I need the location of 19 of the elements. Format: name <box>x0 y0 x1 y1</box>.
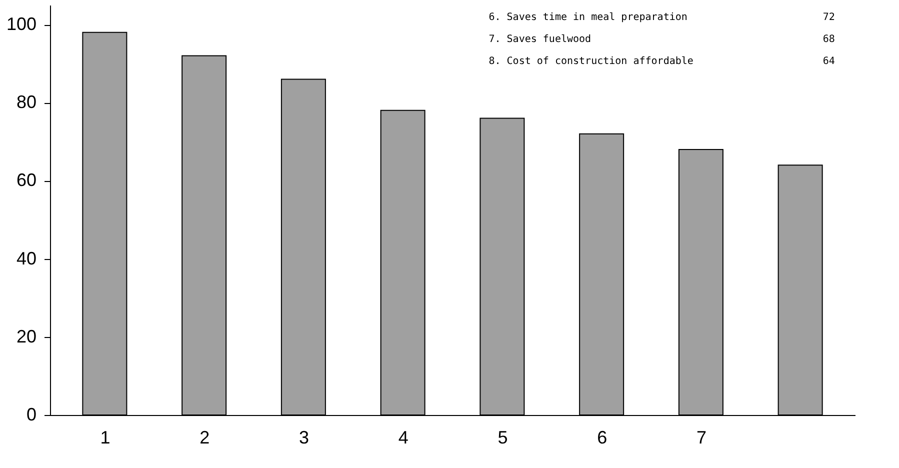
y-tick-label: 80 <box>16 92 36 112</box>
x-tick-label: 4 <box>398 428 408 448</box>
y-tick-label: 100 <box>6 14 36 34</box>
annotation: 7. Saves fuelwood <box>488 34 592 45</box>
x-tick-label: 1 <box>100 428 110 448</box>
annotation: 8. Cost of construction affordable <box>488 56 694 67</box>
x-tick-label: 6 <box>597 428 608 448</box>
annotation: 64 <box>822 56 835 67</box>
x-tick-label: 2 <box>200 428 210 448</box>
annotation: 6. Saves time in meal preparation <box>488 12 688 23</box>
y-tick-label: 20 <box>16 326 36 346</box>
x-tick-label: 3 <box>298 428 309 448</box>
x-tick-label: 5 <box>498 428 508 448</box>
annotation: 72 <box>822 12 835 23</box>
y-tick-label: 0 <box>26 404 36 424</box>
y-tick-label: 60 <box>16 170 36 190</box>
x-tick-label: 7 <box>696 428 706 448</box>
annotation: 68 <box>822 34 835 45</box>
y-tick-label: 40 <box>16 248 36 268</box>
